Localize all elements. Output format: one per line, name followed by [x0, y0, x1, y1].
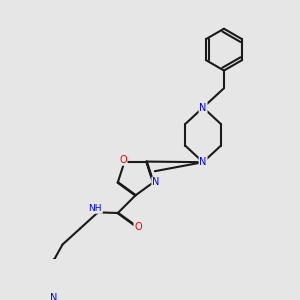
Text: N: N — [50, 292, 58, 300]
Text: NH: NH — [88, 204, 102, 213]
Text: N: N — [152, 177, 160, 188]
Text: O: O — [134, 221, 142, 232]
Text: N: N — [200, 103, 207, 112]
Text: O: O — [119, 155, 127, 165]
Text: N: N — [200, 157, 207, 167]
